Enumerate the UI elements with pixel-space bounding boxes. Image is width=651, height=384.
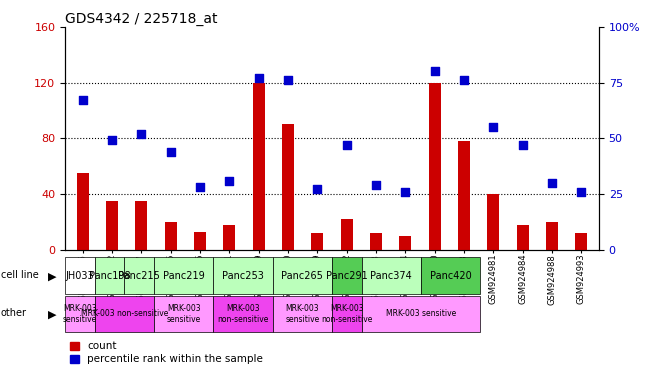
Bar: [575, 233, 587, 250]
Bar: [65, 296, 95, 332]
Point: [136, 131, 146, 137]
Bar: [332, 296, 362, 332]
Bar: [273, 296, 332, 332]
Bar: [223, 225, 235, 250]
Bar: [400, 236, 411, 250]
Bar: [311, 233, 323, 250]
Bar: [77, 173, 89, 250]
Point: [195, 184, 205, 190]
Bar: [65, 257, 95, 294]
Text: MRK-003
non-sensitive: MRK-003 non-sensitive: [321, 304, 372, 324]
Text: ▶: ▶: [48, 271, 57, 281]
Bar: [135, 201, 147, 250]
Bar: [458, 141, 470, 250]
Bar: [429, 83, 441, 250]
Point: [547, 180, 557, 186]
Bar: [370, 233, 382, 250]
Point: [283, 77, 293, 83]
Point: [312, 186, 322, 192]
Bar: [546, 222, 558, 250]
Text: Panc265: Panc265: [281, 270, 324, 281]
Point: [253, 75, 264, 81]
Text: Panc291: Panc291: [326, 270, 368, 281]
Text: Panc374: Panc374: [370, 270, 412, 281]
Text: JH033: JH033: [66, 270, 94, 281]
Text: MRK-003 non-sensitive: MRK-003 non-sensitive: [81, 310, 168, 318]
Point: [518, 142, 528, 148]
Bar: [106, 201, 118, 250]
Bar: [214, 296, 273, 332]
Text: other: other: [1, 308, 27, 318]
Text: MRK-003 sensitive: MRK-003 sensitive: [386, 310, 456, 318]
Text: GDS4342 / 225718_at: GDS4342 / 225718_at: [65, 12, 217, 26]
Point: [165, 149, 176, 155]
Bar: [282, 124, 294, 250]
Text: Panc198: Panc198: [89, 270, 130, 281]
Text: Panc219: Panc219: [163, 270, 204, 281]
Bar: [95, 257, 124, 294]
Text: MRK-003
sensitive: MRK-003 sensitive: [62, 304, 97, 324]
Text: Panc215: Panc215: [118, 270, 160, 281]
Point: [576, 189, 587, 195]
Bar: [95, 296, 154, 332]
Bar: [124, 257, 154, 294]
Bar: [253, 83, 264, 250]
Point: [430, 68, 440, 74]
Bar: [362, 296, 480, 332]
Point: [488, 124, 499, 130]
Bar: [154, 257, 214, 294]
Bar: [341, 219, 353, 250]
Bar: [421, 257, 480, 294]
Bar: [214, 257, 273, 294]
Text: MRK-003
non-sensitive: MRK-003 non-sensitive: [217, 304, 269, 324]
Text: MRK-003
sensitive: MRK-003 sensitive: [167, 304, 201, 324]
Point: [77, 97, 88, 103]
Bar: [154, 296, 214, 332]
Text: MRK-003
sensitive: MRK-003 sensitive: [285, 304, 320, 324]
Text: Panc253: Panc253: [222, 270, 264, 281]
Bar: [332, 257, 362, 294]
Point: [224, 177, 234, 184]
Legend: count, percentile rank within the sample: count, percentile rank within the sample: [70, 341, 263, 364]
Point: [107, 137, 117, 144]
Bar: [273, 257, 332, 294]
Bar: [362, 257, 421, 294]
Point: [342, 142, 352, 148]
Bar: [517, 225, 529, 250]
Bar: [488, 194, 499, 250]
Point: [400, 189, 411, 195]
Bar: [194, 232, 206, 250]
Text: cell line: cell line: [1, 270, 38, 280]
Text: Panc420: Panc420: [430, 270, 471, 281]
Point: [459, 77, 469, 83]
Point: [371, 182, 381, 188]
Bar: [165, 222, 176, 250]
Text: ▶: ▶: [48, 310, 57, 320]
